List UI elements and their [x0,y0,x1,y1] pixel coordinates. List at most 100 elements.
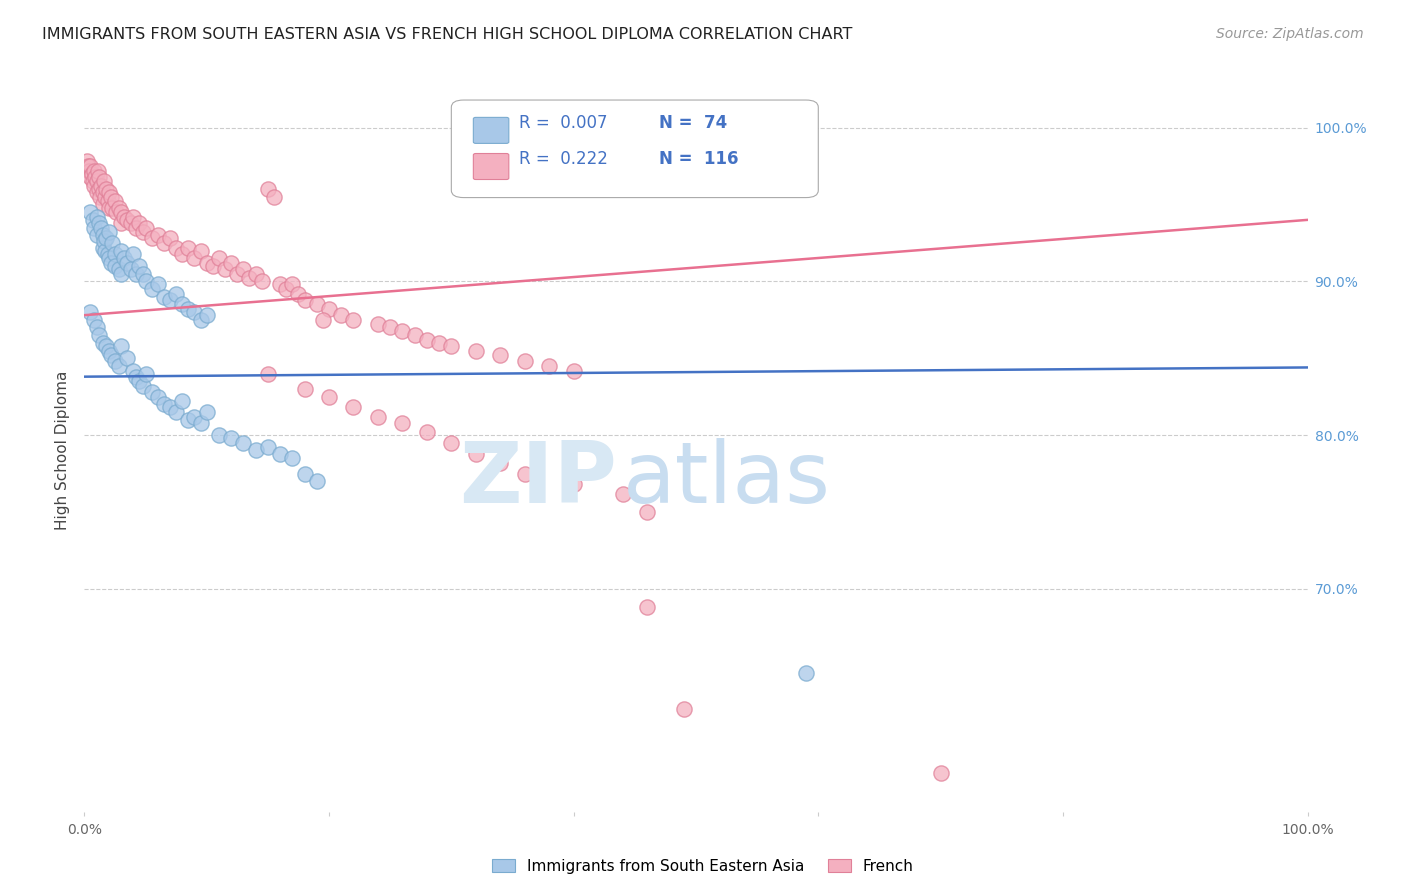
Point [115,256,138,270]
Point [94,244,117,258]
Point [330,308,353,322]
Point [125,267,148,281]
Point [440,435,463,450]
Point [159,293,181,307]
Point [342,401,364,415]
Point [257,441,280,455]
Point [96,339,118,353]
Point [219,431,242,445]
Point [269,277,291,292]
Point [391,416,413,430]
Point [110,267,132,281]
Point [464,446,486,460]
Point [77,163,100,178]
Point [132,225,155,239]
Point [190,244,212,258]
Point [562,363,585,377]
Point [380,320,402,334]
Point [91,228,114,243]
Point [367,409,389,424]
Point [132,379,155,393]
Point [201,259,224,273]
Point [90,179,112,194]
Point [172,246,194,260]
Point [100,256,122,270]
Point [86,210,108,224]
Text: N =  116: N = 116 [659,150,738,169]
Point [250,274,273,288]
Point [122,246,145,260]
Point [125,369,148,384]
Point [79,169,101,184]
Point [440,339,463,353]
Point [87,163,110,178]
Point [110,205,132,219]
Text: IMMIGRANTS FROM SOUTH EASTERN ASIA VS FRENCH HIGH SCHOOL DIPLOMA CORRELATION CHA: IMMIGRANTS FROM SOUTH EASTERN ASIA VS FR… [42,27,852,42]
Point [159,401,181,415]
Text: N =  74: N = 74 [659,114,727,132]
Point [416,333,439,347]
Point [281,277,304,292]
Point [110,216,132,230]
Point [107,262,129,277]
Point [612,486,634,500]
Point [86,185,108,199]
Point [318,390,340,404]
Point [97,201,120,215]
Point [305,474,328,488]
Point [190,313,212,327]
Point [83,179,105,194]
Point [165,286,187,301]
Point [489,456,512,470]
Point [84,169,107,184]
FancyBboxPatch shape [451,100,818,198]
Point [80,167,103,181]
Point [404,328,426,343]
Point [122,363,145,377]
Point [86,174,108,188]
Point [115,351,138,366]
Point [79,205,101,219]
Point [294,293,316,307]
Point [342,313,364,327]
Point [82,212,104,227]
Point [287,286,309,301]
Point [141,385,163,400]
Point [87,182,110,196]
Point [195,405,218,419]
Point [153,290,176,304]
Point [172,297,194,311]
Point [165,405,187,419]
Point [135,274,157,288]
Point [183,305,205,319]
Point [305,297,328,311]
Point [104,354,127,368]
Point [141,231,163,245]
Point [257,182,280,196]
Text: atlas: atlas [623,438,831,521]
Point [128,374,150,388]
Point [232,435,254,450]
Point [367,318,389,332]
Point [91,241,114,255]
Point [135,367,157,381]
Point [238,271,260,285]
Point [96,231,118,245]
Point [115,212,138,227]
Point [929,766,952,780]
Point [100,190,122,204]
Text: Source: ZipAtlas.com: Source: ZipAtlas.com [1216,27,1364,41]
Point [90,220,112,235]
Point [128,216,150,230]
Point [794,666,817,681]
Point [79,159,101,173]
Point [86,228,108,243]
Point [172,394,194,409]
Point [208,252,231,266]
Point [269,446,291,460]
Point [86,320,108,334]
Point [245,443,267,458]
Point [83,220,105,235]
Point [312,313,335,327]
Point [97,252,120,266]
